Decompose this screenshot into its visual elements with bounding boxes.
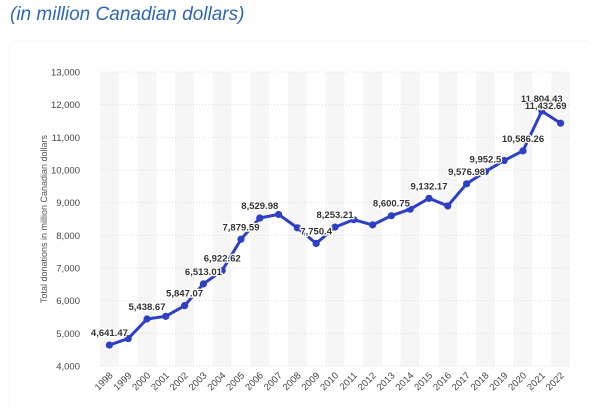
x-tick-label: 2018	[469, 370, 492, 393]
x-tick-label: 2012	[356, 370, 379, 393]
y-tick-label: 11,000	[52, 133, 80, 144]
data-point	[181, 302, 189, 310]
x-tick-label: 2006	[243, 370, 266, 393]
data-label: 10,586.26	[502, 134, 544, 145]
y-tick-label: 9,000	[56, 198, 80, 209]
y-axis-label: Total donations in million Canadian doll…	[39, 134, 49, 303]
data-label: 4,641.47	[91, 328, 128, 339]
x-tick-label: 2016	[431, 370, 454, 393]
column-band	[400, 72, 420, 366]
data-point	[143, 315, 151, 323]
line-chart: 4,000 5,000 6,000 7,000 8,000 9,000 10,000 11,0…	[39, 68, 570, 393]
data-point	[105, 341, 113, 349]
column-band	[325, 72, 345, 366]
x-tick-label: 2011	[338, 370, 360, 392]
data-label: 7,879.59	[223, 222, 260, 233]
data-point	[124, 334, 132, 343]
data-point	[500, 156, 508, 165]
x-tick-label: 2000	[130, 370, 153, 393]
y-tick-label: 12,000	[51, 100, 80, 111]
data-point	[331, 223, 339, 231]
x-tick-label: 2020	[506, 370, 529, 393]
data-label: 11,804.43	[521, 94, 563, 105]
x-tick-label: 1999	[112, 370, 135, 393]
data-label: 5,847.07	[166, 289, 203, 300]
column-band	[513, 72, 533, 366]
data-point	[519, 147, 527, 155]
x-tick-label: 2008	[281, 370, 304, 393]
column-band	[137, 72, 157, 366]
x-tick-label: 2001	[149, 370, 172, 393]
column-band	[175, 72, 194, 366]
x-tick-label: 2019	[488, 370, 511, 393]
data-label: 9,132.17	[411, 181, 448, 192]
data-label: 8,253.21	[317, 210, 355, 221]
y-tick-label: 5,000	[56, 329, 80, 340]
y-tick-label: 7,000	[56, 264, 80, 275]
data-label: 9,576.98	[448, 167, 485, 178]
data-point	[387, 212, 395, 220]
x-tick-label: 2009	[300, 370, 323, 393]
x-tick-label: 2021	[525, 370, 548, 393]
data-label: 5,438.67	[129, 302, 166, 313]
x-tick-label: 2005	[224, 370, 247, 393]
x-tick-label: 2002	[168, 370, 191, 393]
x-tick-label: 2010	[318, 370, 341, 393]
data-label: 8,600.75	[373, 199, 411, 210]
data-label: 11,432.69	[525, 101, 567, 112]
data-point	[557, 119, 565, 127]
y-tick-label: 8,000	[56, 231, 80, 242]
x-tick-label: 2017	[450, 370, 473, 393]
data-point	[293, 224, 301, 232]
x-tick-label: 2013	[375, 370, 398, 393]
x-tick-label: 2014	[394, 370, 417, 393]
column-band	[476, 72, 495, 366]
data-point	[481, 167, 489, 176]
data-point	[312, 239, 320, 248]
x-tick-label: 2022	[544, 370, 567, 393]
column-band	[212, 72, 232, 366]
data-point	[350, 216, 358, 224]
y-tick-label: 13,000	[51, 68, 80, 79]
y-tick-label: 4,000	[56, 362, 80, 373]
x-tick-label: 2007	[262, 370, 285, 393]
x-tick-label: 1998	[93, 370, 116, 393]
data-point	[162, 312, 170, 320]
data-point	[237, 235, 245, 243]
x-tick-label: 2015	[412, 370, 435, 393]
data-point	[218, 266, 226, 275]
column-band	[363, 72, 382, 366]
data-point	[444, 202, 452, 210]
column-band	[100, 72, 119, 366]
data-point	[256, 214, 264, 222]
x-tick-label: 2003	[187, 370, 210, 393]
data-point	[538, 107, 546, 115]
data-point	[406, 205, 414, 213]
data-label: 9,952.5	[470, 155, 502, 166]
chart-card: 4,000 5,000 6,000 7,000 8,000 9,000 10,000 11,0…	[10, 42, 590, 410]
data-label: 7,750.4	[300, 226, 332, 237]
column-band	[438, 72, 458, 366]
data-point	[425, 194, 433, 202]
column-band	[551, 72, 570, 366]
data-point	[463, 180, 471, 188]
x-tick-label: 2004	[206, 370, 229, 393]
data-label: 6,513.01	[185, 267, 223, 278]
data-label: 8,529.98	[241, 201, 278, 212]
column-band	[288, 72, 307, 366]
data-point	[199, 280, 207, 288]
data-label: 6,922.62	[204, 254, 241, 265]
y-tick-label: 6,000	[56, 296, 80, 307]
data-point	[275, 210, 283, 219]
chart-subtitle: (in million Canadian dollars)	[10, 4, 245, 25]
y-tick-label: 10,000	[51, 166, 80, 177]
data-point	[369, 221, 377, 229]
